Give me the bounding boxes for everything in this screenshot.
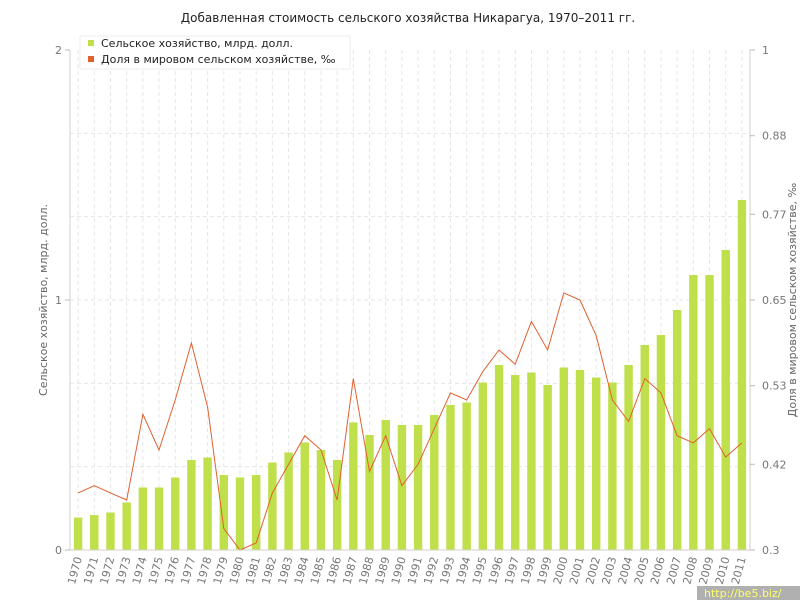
bar xyxy=(478,382,488,550)
legend-label-line: Доля в мировом сельском хозяйстве, ‰ xyxy=(101,53,336,66)
right-tick-label: 0.3 xyxy=(762,544,780,557)
right-axis-label: Доля в мировом сельском хозяйстве, ‰ xyxy=(786,183,799,418)
bar xyxy=(284,452,293,550)
legend: Сельское хозяйство, млрд. долл. Доля в м… xyxy=(79,35,351,70)
bar xyxy=(203,457,212,550)
bar xyxy=(332,460,342,550)
right-tick-label: 0.77 xyxy=(762,208,787,221)
bar xyxy=(235,477,245,550)
right-tick-label: 0.53 xyxy=(762,380,787,393)
bar xyxy=(268,462,277,550)
bar-series xyxy=(73,200,747,550)
legend-swatch-bars xyxy=(88,40,94,46)
bar xyxy=(316,450,326,550)
bar xyxy=(721,250,730,550)
right-tick-label: 1 xyxy=(762,44,769,57)
legend-box xyxy=(79,35,351,70)
right-tick-label: 0.65 xyxy=(762,294,787,307)
left-tick-label: 1 xyxy=(55,294,62,307)
bar xyxy=(138,487,148,550)
watermark: http://be5.biz/ xyxy=(697,586,800,600)
bar xyxy=(591,377,601,550)
share-line xyxy=(77,292,743,551)
bar xyxy=(154,487,164,550)
bar xyxy=(90,515,99,550)
right-tick-label: 0.42 xyxy=(762,458,787,471)
left-tick-label: 0 xyxy=(55,544,62,557)
bar xyxy=(689,275,698,550)
bar xyxy=(187,460,196,550)
bar xyxy=(527,372,536,550)
line-series xyxy=(77,292,743,551)
left-axis-label: Сельское хозяйство, млрд. долл. xyxy=(37,204,50,396)
bar xyxy=(251,475,261,550)
legend-label-bars: Сельское хозяйство, млрд. долл. xyxy=(101,37,293,50)
bar xyxy=(559,367,569,550)
bar xyxy=(381,420,390,550)
legend-swatch-line xyxy=(88,56,94,62)
bar xyxy=(608,382,617,550)
bar xyxy=(494,365,504,550)
bar xyxy=(446,405,455,550)
bar xyxy=(543,385,552,550)
bar xyxy=(365,435,374,550)
bar xyxy=(122,502,131,550)
bar xyxy=(511,375,520,550)
x-tick-labels: 1970197119721973197419751976197719781979… xyxy=(65,555,749,585)
left-tick-label: 2 xyxy=(55,44,62,57)
bar xyxy=(462,402,471,550)
bar xyxy=(640,345,649,550)
watermark-text: http://be5.biz/ xyxy=(704,587,782,600)
chart-title: Добавленная стоимость сельского хозяйств… xyxy=(181,11,635,25)
bar xyxy=(397,425,407,550)
bar xyxy=(575,370,585,550)
bar xyxy=(737,200,747,550)
bar xyxy=(413,425,423,550)
bar xyxy=(430,415,439,550)
bar xyxy=(672,310,682,550)
bar xyxy=(219,475,229,550)
bar xyxy=(300,442,309,550)
bar xyxy=(171,477,180,550)
bar xyxy=(106,512,115,550)
bar xyxy=(624,365,633,550)
bar xyxy=(349,422,358,550)
left-tick-labels: 0 1 2 xyxy=(55,44,70,557)
right-tick-labels: 0.3 0.42 0.53 0.65 0.77 0.88 1 xyxy=(750,44,787,557)
bar xyxy=(705,275,714,550)
bar xyxy=(73,517,83,550)
right-tick-label: 0.88 xyxy=(762,130,787,143)
bar xyxy=(656,335,666,550)
